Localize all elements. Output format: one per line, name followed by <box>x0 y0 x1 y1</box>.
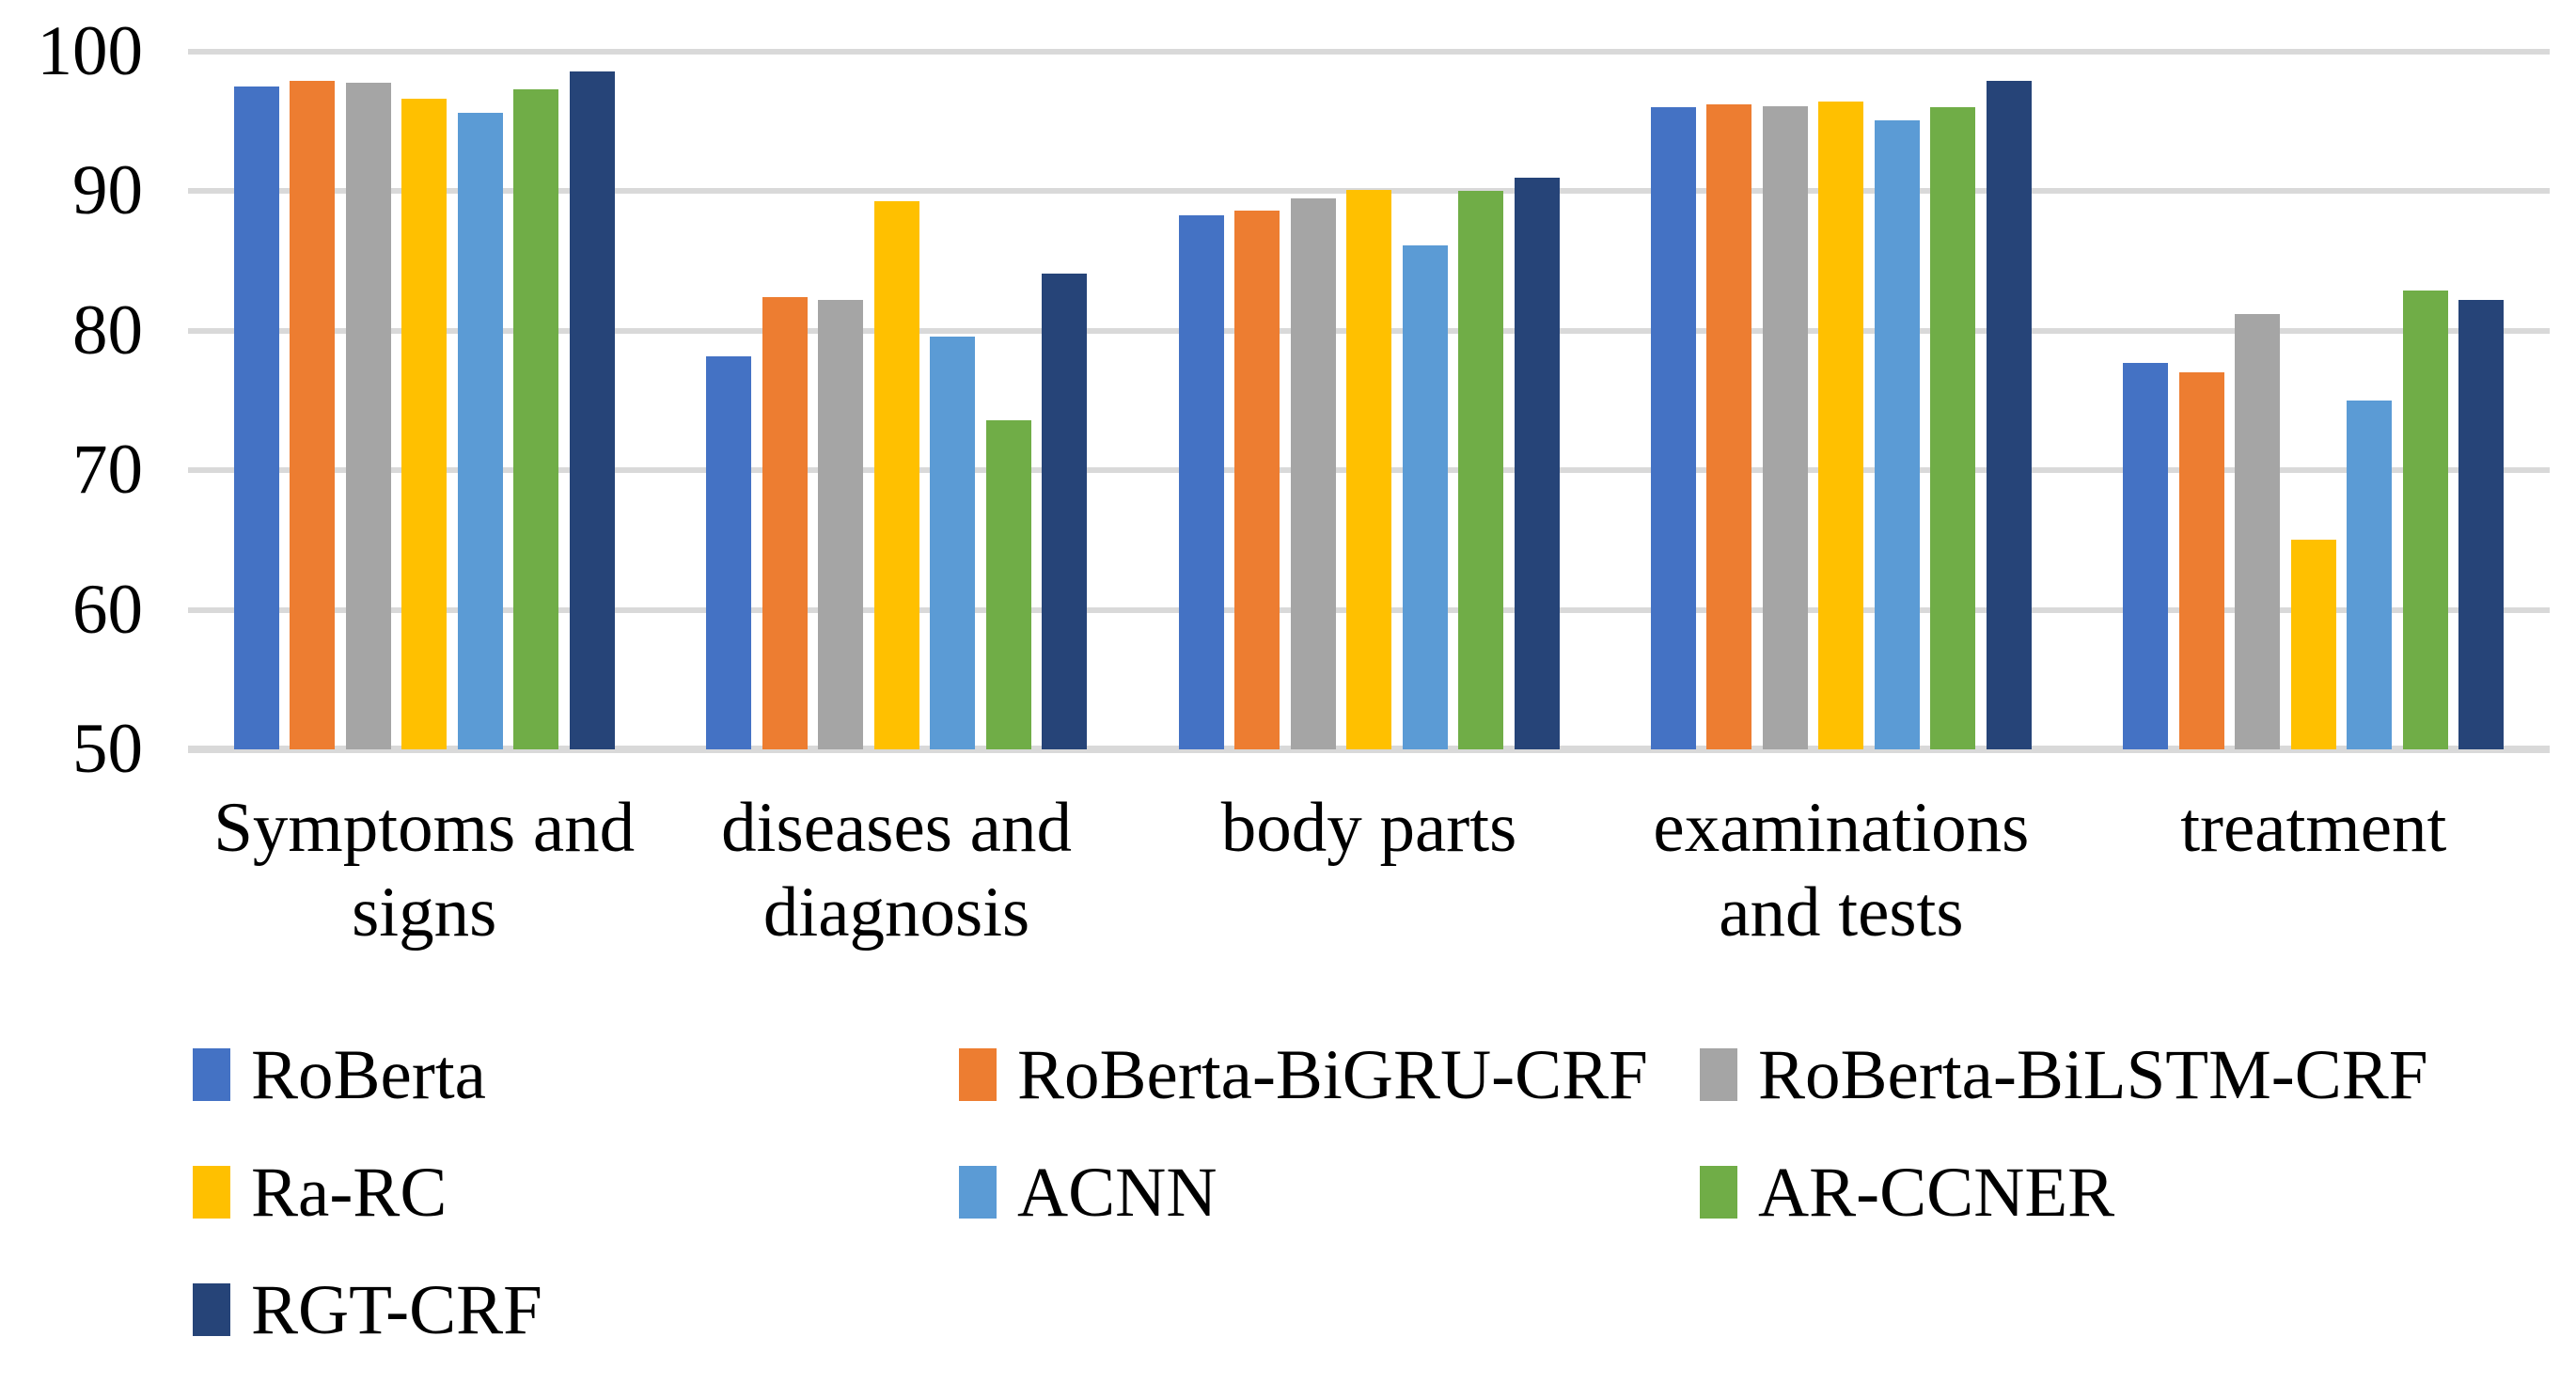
bar-AR-CCNER-diseases and diagnosis <box>985 419 1031 749</box>
bar-ACNN-Symptoms and signs <box>457 113 503 749</box>
y-axis-tick-label: 80 <box>72 291 143 370</box>
legend-swatch-icon <box>193 1283 230 1336</box>
legend-swatch-icon <box>959 1048 997 1101</box>
legend-item-RoBerta: RoBerta <box>193 1030 486 1119</box>
legend-swatch-icon <box>1700 1166 1737 1219</box>
bar-ACNN-treatment <box>2347 401 2393 749</box>
y-axis-tick-label: 60 <box>72 570 143 649</box>
bar-ACNN-examinations and tests <box>1874 119 1920 749</box>
bar-RGT-CRF-body parts <box>1514 177 1560 749</box>
bar-RoBerta-body parts <box>1178 214 1224 749</box>
bar-RoBerta-BiLSTM-CRF-diseases and diagnosis <box>818 300 864 749</box>
legend-item-RoBerta-BiLSTM-CRF: RoBerta-BiLSTM-CRF <box>1700 1030 2428 1119</box>
legend-item-RGT-CRF: RGT-CRF <box>193 1266 542 1354</box>
legend-swatch-icon <box>193 1048 230 1101</box>
bar-Ra-RC-Symptoms and signs <box>401 99 448 749</box>
bar-RoBerta-BiGRU-CRF-body parts <box>1234 211 1280 749</box>
bar-ACNN-body parts <box>1402 245 1448 749</box>
legend-item-ACNN: ACNN <box>959 1148 1217 1236</box>
legend-label: RGT-CRF <box>251 1270 542 1349</box>
gridline-y-100 <box>188 49 2550 55</box>
y-axis-tick-label: 90 <box>72 151 143 230</box>
bar-RoBerta-Symptoms and signs <box>233 86 279 749</box>
bar-Ra-RC-diseases and diagnosis <box>873 200 919 749</box>
x-axis-category-label: examinations and tests <box>1653 789 2030 952</box>
legend-item-Ra-RC: Ra-RC <box>193 1148 447 1236</box>
legend-swatch-icon <box>959 1166 997 1219</box>
bar-RoBerta-treatment <box>2123 362 2169 749</box>
bar-RGT-CRF-Symptoms and signs <box>569 71 615 749</box>
bar-RoBerta-diseases and diagnosis <box>706 355 752 749</box>
y-axis-tick-label: 70 <box>72 431 143 510</box>
gridline-y-50 <box>188 746 2550 753</box>
bar-AR-CCNER-treatment <box>2402 290 2448 749</box>
legend-label: RoBerta-BiGRU-CRF <box>1017 1035 1648 1114</box>
bar-RoBerta-BiLSTM-CRF-Symptoms and signs <box>345 82 391 749</box>
bar-RoBerta-BiLSTM-CRF-examinations and tests <box>1762 105 1808 749</box>
bar-RoBerta-BiGRU-CRF-diseases and diagnosis <box>762 297 808 749</box>
bar-RGT-CRF-treatment <box>2458 300 2505 749</box>
bar-RGT-CRF-examinations and tests <box>1986 81 2032 749</box>
bar-RoBerta-examinations and tests <box>1650 107 1696 749</box>
x-axis-category-label: body parts <box>1220 789 1517 867</box>
legend-item-AR-CCNER: AR-CCNER <box>1700 1148 2114 1236</box>
bar-RoBerta-BiLSTM-CRF-body parts <box>1290 197 1336 749</box>
legend-swatch-icon <box>193 1166 230 1219</box>
legend-item-RoBerta-BiGRU-CRF: RoBerta-BiGRU-CRF <box>959 1030 1648 1119</box>
bar-Ra-RC-body parts <box>1346 189 1391 749</box>
bar-AR-CCNER-body parts <box>1458 191 1503 749</box>
x-axis-category-label: Symptoms and signs <box>213 789 636 952</box>
legend-label: AR-CCNER <box>1758 1153 2115 1232</box>
bar-Ra-RC-treatment <box>2290 540 2336 749</box>
bar-AR-CCNER-examinations and tests <box>1930 107 1976 749</box>
bar-RoBerta-BiGRU-CRF-treatment <box>2178 372 2224 749</box>
x-axis-category-label: diseases and diagnosis <box>721 789 1072 952</box>
legend-label: Ra-RC <box>251 1153 448 1232</box>
bar-RoBerta-BiGRU-CRF-examinations and tests <box>1706 104 1752 749</box>
y-axis-tick-label: 50 <box>72 710 143 788</box>
legend-label: RoBerta-BiLSTM-CRF <box>1758 1035 2428 1114</box>
bar-RoBerta-BiLSTM-CRF-treatment <box>2235 313 2281 749</box>
x-axis-category-label: treatment <box>2180 789 2447 867</box>
bar-RoBerta-BiGRU-CRF-Symptoms and signs <box>290 81 336 749</box>
legend-label: RoBerta <box>251 1035 486 1114</box>
bar-AR-CCNER-Symptoms and signs <box>513 89 559 749</box>
bar-Ra-RC-examinations and tests <box>1818 102 1864 749</box>
bar-ACNN-diseases and diagnosis <box>930 336 976 749</box>
bar-RGT-CRF-diseases and diagnosis <box>1042 273 1088 749</box>
legend-swatch-icon <box>1700 1048 1737 1101</box>
y-axis-tick-label: 100 <box>37 12 144 90</box>
legend-label: ACNN <box>1017 1153 1217 1232</box>
